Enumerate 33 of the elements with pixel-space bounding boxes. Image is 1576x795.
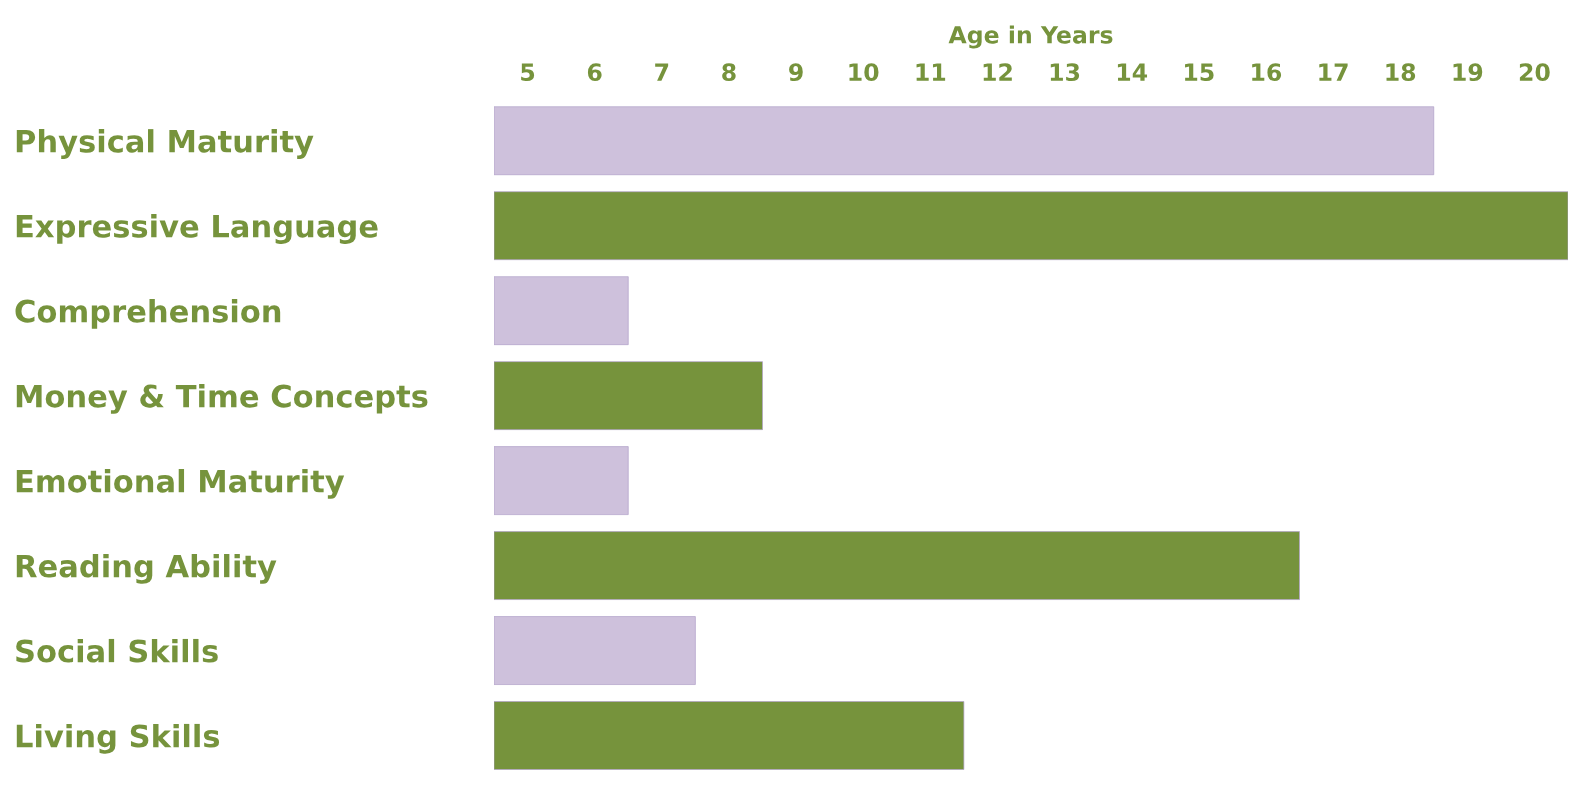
y-tick-label: Comprehension — [15, 299, 281, 329]
x-tick-label: 6 — [587, 63, 602, 82]
bar — [494, 701, 965, 770]
y-tick-label: Reading Ability — [16, 553, 277, 584]
y-tick-label: Emotional Maturity — [16, 469, 345, 499]
x-tick-label: 15 — [1185, 63, 1214, 82]
x-tick-label: 9 — [789, 63, 803, 82]
x-axis-title: Age in Years — [948, 25, 1113, 49]
bar — [494, 106, 1435, 176]
x-tick-label: 19 — [1453, 63, 1483, 82]
bar — [494, 191, 1568, 261]
x-tick-label: 8 — [722, 63, 736, 82]
bar — [494, 361, 763, 430]
x-tick-label: 16 — [1252, 63, 1282, 82]
x-tick-label: 14 — [1117, 63, 1148, 81]
x-tick-label: 17 — [1319, 63, 1348, 81]
x-tick-label: 10 — [849, 63, 879, 82]
y-tick-label: Money & Time Concepts — [16, 384, 428, 414]
x-tick-label: 7 — [655, 63, 669, 81]
x-tick-label: 12 — [983, 63, 1012, 81]
bar — [494, 616, 696, 685]
bar — [494, 276, 629, 346]
y-tick-label: Living Skills — [16, 723, 220, 754]
y-tick-label: Social Skills — [16, 638, 218, 663]
x-tick-label: 18 — [1386, 63, 1416, 82]
y-tick-label: Expressive Language — [16, 214, 378, 244]
bar — [494, 531, 1300, 600]
y-tick-label: Physical Maturity — [16, 129, 314, 159]
bar — [494, 446, 629, 515]
x-tick-label: 11 — [916, 63, 946, 81]
x-tick-label: 5 — [521, 63, 535, 82]
x-tick-label: 20 — [1519, 63, 1550, 82]
x-tick-label: 13 — [1050, 63, 1080, 82]
